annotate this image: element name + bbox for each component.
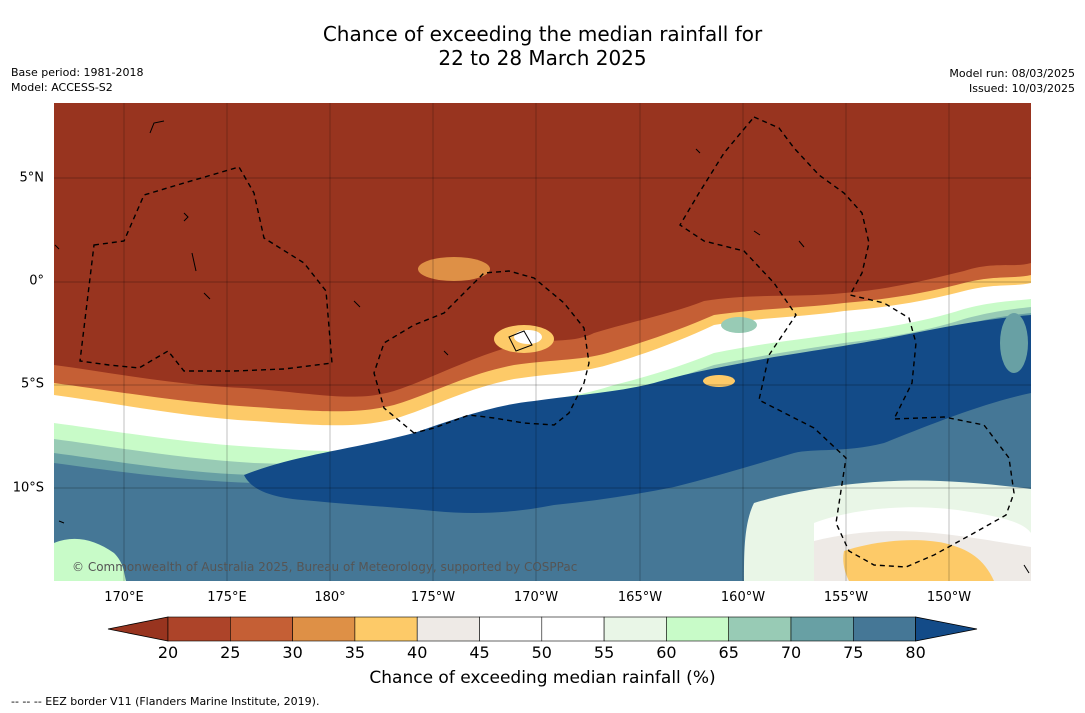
colorbar-tick-label: 65	[718, 643, 739, 662]
issued-date: Issued: 10/03/2025	[968, 82, 1075, 95]
lon-label-155w: 155°W	[823, 590, 869, 605]
colorbar-segment	[230, 616, 293, 642]
eez-border-line-islands	[679, 116, 1015, 568]
patch-orange	[418, 257, 490, 281]
map-title: Chance of exceeding the median rainfall …	[0, 22, 1085, 70]
colorbar-tick-label: 35	[344, 643, 366, 662]
colorbar-segment	[479, 616, 543, 642]
colorbar-extend-low	[107, 616, 169, 642]
lon-label-165w: 165°W	[617, 590, 663, 605]
lon-label-180: 180°	[314, 590, 346, 605]
map-gridlines	[54, 103, 1031, 581]
colorbar-tick-label: 20	[157, 643, 179, 662]
lon-label-160w: 160°W	[720, 590, 766, 605]
colorbar-tick-label: 70	[780, 643, 802, 662]
patch-tan-2	[703, 375, 735, 387]
colorbar-tick-label: 30	[282, 643, 303, 662]
colorbar-extend-high	[915, 616, 978, 642]
base-period: Base period: 1981-2018	[11, 66, 144, 79]
colorbar-segment	[416, 616, 480, 642]
wet-core	[244, 315, 1031, 513]
colorbar-tick-label: 25	[220, 643, 241, 662]
colorbar-tick-label: 55	[593, 643, 615, 662]
lat-label-0: 0°	[29, 273, 44, 289]
lon-label-150w: 150°W	[926, 590, 972, 605]
eez-border-kiribati-west	[79, 166, 333, 372]
colorbar-tick-label: 40	[407, 643, 428, 662]
rainfall-map: © Commonwealth of Australia 2025, Bureau…	[54, 103, 1031, 581]
colorbar-segment	[852, 616, 916, 642]
lat-label-10s: 10°S	[12, 480, 44, 496]
copyright-text: © Commonwealth of Australia 2025, Bureau…	[72, 560, 577, 574]
meta-left: Base period: 1981-2018 Model: ACCESS-S2	[11, 65, 143, 95]
lon-label-175w: 175°W	[410, 590, 456, 605]
lon-label-170e: 170°E	[104, 590, 144, 605]
colorbar-segment	[728, 616, 792, 642]
title-line-1: Chance of exceeding the median rainfall …	[322, 22, 763, 46]
patch-green	[721, 317, 757, 333]
colorbar-tick-label: 80	[905, 643, 926, 662]
south-tan-region	[843, 540, 994, 581]
colorbar-segment	[666, 616, 730, 642]
colorbar-segment	[292, 616, 356, 642]
colorbar-tick-label: 50	[531, 643, 552, 662]
lat-label-5s: 5°S	[20, 376, 44, 392]
colorbar-segment	[167, 616, 231, 642]
eez-border-central	[373, 270, 590, 434]
colorbar-tick-label: 45	[469, 643, 490, 662]
colorbar-segment	[354, 616, 418, 642]
colorbar-segment	[790, 616, 854, 642]
model-name: Model: ACCESS-S2	[11, 81, 113, 94]
patch-teal-east	[1000, 313, 1028, 373]
lon-label-175e: 175°E	[207, 590, 247, 605]
colorbar-tick-label: 60	[656, 643, 677, 662]
islands	[54, 120, 1030, 574]
meta-right: Model run: 08/03/2025 Issued: 10/03/2025	[949, 66, 1075, 96]
colorbar-tick-label: 75	[843, 643, 864, 662]
eez-footnote: -- -- -- EEZ border V11 (Flanders Marine…	[11, 695, 320, 708]
eez-borders	[79, 116, 1015, 568]
colorbar-segment	[603, 616, 667, 642]
model-run: Model run: 08/03/2025	[949, 67, 1075, 80]
title-line-2: 22 to 28 March 2025	[438, 46, 647, 70]
colorbar-label: Chance of exceeding median rainfall (%)	[369, 668, 716, 688]
lon-label-170w: 170°W	[513, 590, 559, 605]
colorbar-segment	[541, 616, 605, 642]
southwest-green-region	[54, 538, 126, 581]
lat-label-5n: 5°N	[19, 170, 45, 186]
